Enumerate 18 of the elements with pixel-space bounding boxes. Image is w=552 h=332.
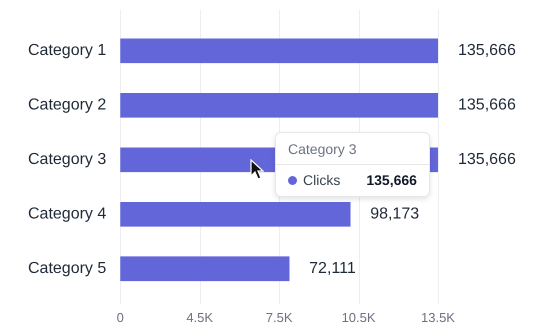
legend-label: Clicks: [303, 172, 340, 188]
y-tick-label: Category 2: [28, 96, 106, 114]
data-label: 135,666: [458, 42, 516, 60]
y-tick-label: Category 1: [28, 42, 106, 60]
y-tick-label: Category 3: [28, 151, 106, 168]
text: 135,666: [458, 151, 516, 168]
y-tick-label: Category 4: [28, 206, 106, 223]
data-label: 72,111: [309, 260, 356, 278]
text: 7.5K: [266, 310, 292, 325]
text: 0: [116, 310, 124, 325]
data-label: 135,666: [458, 96, 516, 114]
text: 10.5K: [342, 310, 376, 325]
text: 13.5K: [421, 310, 455, 325]
data-label: 135,666: [366, 172, 417, 188]
text: 4.5K: [186, 310, 214, 325]
y-tick-label: Category 5: [28, 260, 106, 278]
annotation: Category 3: [276, 140, 429, 165]
data-label: 98,173: [370, 206, 420, 223]
